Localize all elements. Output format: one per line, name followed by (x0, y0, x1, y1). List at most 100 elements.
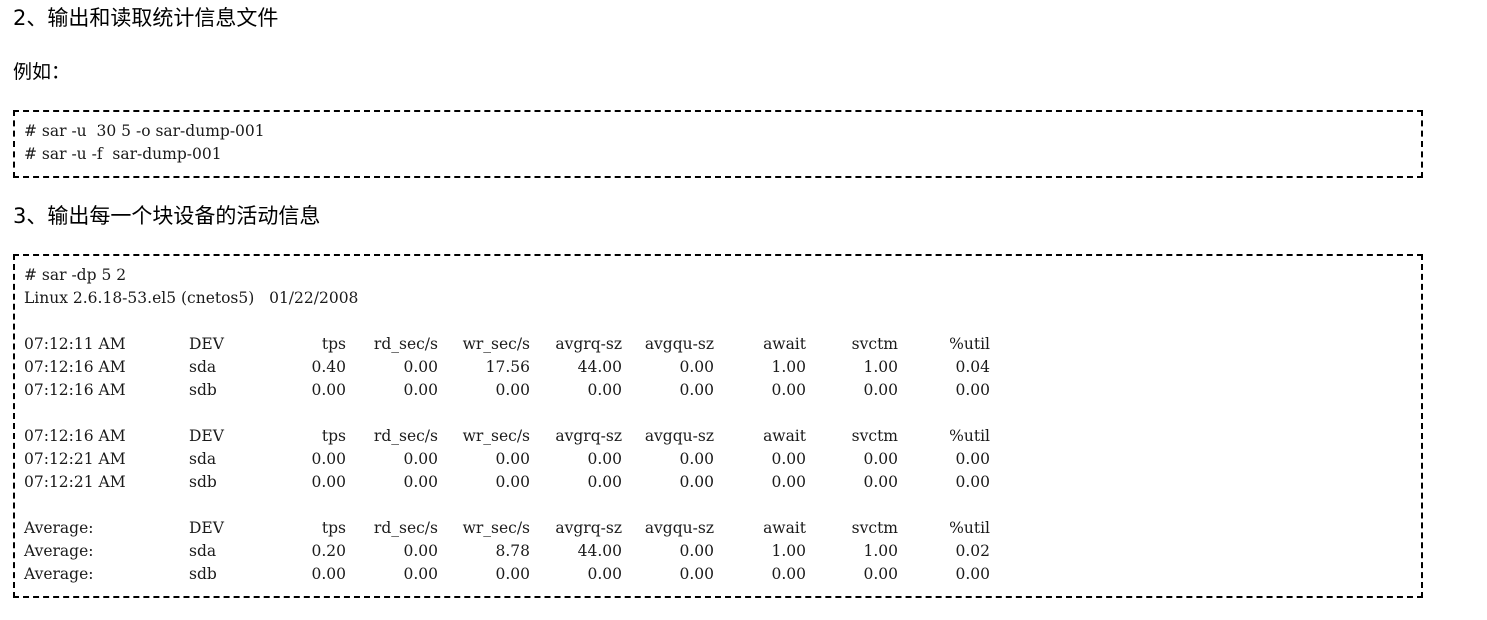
column-header: await (763, 519, 806, 537)
section-2-heading: 2、输出和读取统计信息文件 (13, 6, 279, 30)
table-row: 07:12:16 AM sdb 0.00 0.00 0.00 0.00 0.00 0.00 0.… (24, 379, 990, 402)
table-cell: 0.00 (311, 450, 346, 468)
table-header-row: 07:12:11 AM DEV tps rd_sec/s wr_sec/s avgrq-s… (24, 333, 990, 356)
column-header: svctm (851, 519, 898, 537)
table-cell: Average: (24, 565, 94, 583)
example-label: 例如： (13, 61, 71, 83)
table-cell: 1.00 (863, 542, 898, 560)
column-header: wr_sec/s (462, 519, 530, 537)
table-cell: 0.00 (679, 358, 714, 376)
table-cell: 07:12:21 AM (24, 473, 126, 491)
command-line: # sar -u 30 5 -o sar-dump-001 (24, 122, 265, 140)
table-cell: 1.00 (771, 358, 806, 376)
table-cell: 0.00 (587, 381, 622, 399)
table-cell: 0.00 (955, 473, 990, 491)
table-cell: 1.00 (771, 542, 806, 560)
column-header: svctm (851, 335, 898, 353)
table-cell: 0.00 (495, 381, 530, 399)
table-cell: 0.00 (679, 450, 714, 468)
column-header: %util (949, 427, 990, 445)
column-header: tps (321, 519, 346, 537)
table-cell: 44.00 (577, 358, 622, 376)
column-header: %util (949, 519, 990, 537)
table-cell: 17.56 (485, 358, 530, 376)
command-line: # sar -dp 5 2 (24, 266, 127, 284)
table-cell: 0.00 (587, 473, 622, 491)
table-row: Average: sda 0.20 0.00 8.78 44.00 0.00 1.00 1.00… (24, 540, 990, 563)
column-header: DEV (189, 335, 224, 353)
blank-line (24, 310, 990, 333)
code-block-sar-dp: # sar -dp 5 2 Linux 2.6.18-53.el5 (cneto… (13, 254, 1423, 598)
table-cell: 0.04 (955, 358, 990, 376)
table-cell: sdb (189, 473, 217, 491)
column-header: avgrq-sz (555, 427, 622, 445)
column-header: avgqu-sz (644, 427, 714, 445)
table-cell: 0.00 (587, 450, 622, 468)
table-cell: 0.00 (403, 473, 438, 491)
section-3-heading: 3、输出每一个块设备的活动信息 (13, 204, 321, 228)
column-header: rd_sec/s (373, 427, 438, 445)
table-cell: 0.00 (771, 450, 806, 468)
table-cell: 8.78 (495, 542, 530, 560)
table-cell: 0.00 (771, 565, 806, 583)
column-header: rd_sec/s (373, 519, 438, 537)
table-cell: 0.00 (679, 565, 714, 583)
table-cell: Average: (24, 542, 94, 560)
table-cell: 0.20 (311, 542, 346, 560)
column-header: wr_sec/s (462, 335, 530, 353)
sar-output-table: 07:12:11 AM DEV tps rd_sec/s wr_sec/s avgrq-s… (24, 310, 990, 586)
column-header: svctm (851, 427, 898, 445)
table-cell: sda (189, 450, 217, 468)
table-header-row: 07:12:16 AM DEV tps rd_sec/s wr_sec/s avgrq-s… (24, 425, 990, 448)
column-header: avgqu-sz (644, 519, 714, 537)
column-header: DEV (189, 427, 224, 445)
table-cell: 0.00 (403, 450, 438, 468)
table-row: Average: sdb 0.00 0.00 0.00 0.00 0.00 0.00 0.00 0… (24, 563, 990, 586)
table-cell: sdb (189, 565, 217, 583)
column-header: tps (321, 335, 346, 353)
table-cell: 0.00 (771, 381, 806, 399)
column-header: DEV (189, 519, 224, 537)
table-cell: sda (189, 542, 217, 560)
table-cell: 07:12:16 AM (24, 358, 126, 376)
header-time-cell: 07:12:16 AM (24, 427, 126, 445)
column-header: rd_sec/s (373, 335, 438, 353)
table-cell: 0.00 (311, 381, 346, 399)
blank-line (24, 402, 990, 425)
table-cell: 0.00 (311, 473, 346, 491)
table-cell: 1.00 (863, 358, 898, 376)
system-info-line: Linux 2.6.18-53.el5 (cnetos5) 01/22/2008 (24, 289, 359, 307)
command-line: # sar -u -f sar-dump-001 (24, 145, 222, 163)
table-cell: 0.00 (955, 450, 990, 468)
column-header: await (763, 335, 806, 353)
table-cell: 0.00 (495, 565, 530, 583)
table-cell: 07:12:21 AM (24, 450, 126, 468)
table-cell: 0.02 (955, 542, 990, 560)
table-cell: 0.00 (587, 565, 622, 583)
table-cell: 0.00 (311, 565, 346, 583)
table-cell: 0.00 (863, 565, 898, 583)
column-header: avgqu-sz (644, 335, 714, 353)
table-cell: 0.00 (679, 381, 714, 399)
header-time-cell: Average: (24, 519, 94, 537)
table-row: 07:12:21 AM sdb 0.00 0.00 0.00 0.00 0.00 0.00 0.… (24, 471, 990, 494)
column-header: avgrq-sz (555, 335, 622, 353)
column-header: wr_sec/s (462, 427, 530, 445)
column-header: await (763, 427, 806, 445)
table-cell: sdb (189, 381, 217, 399)
column-header: %util (949, 335, 990, 353)
table-cell: 0.00 (403, 358, 438, 376)
table-cell: 0.00 (403, 565, 438, 583)
table-cell: 0.00 (863, 473, 898, 491)
table-cell: 0.00 (863, 381, 898, 399)
code-block-sar-dump: # sar -u 30 5 -o sar-dump-001 # sar -u -… (13, 110, 1423, 178)
table-cell: 0.00 (403, 381, 438, 399)
table-cell: 0.00 (679, 473, 714, 491)
table-cell: 07:12:16 AM (24, 381, 126, 399)
table-row: 07:12:16 AM sda 0.40 0.00 17.56 44.00 0.00 1.00… (24, 356, 990, 379)
table-cell: 0.00 (955, 381, 990, 399)
table-header-row: Average: DEV tps rd_sec/s wr_sec/s avgrq-sz av… (24, 517, 990, 540)
table-cell: 0.40 (311, 358, 346, 376)
table-cell: 0.00 (495, 450, 530, 468)
table-cell: 0.00 (403, 542, 438, 560)
